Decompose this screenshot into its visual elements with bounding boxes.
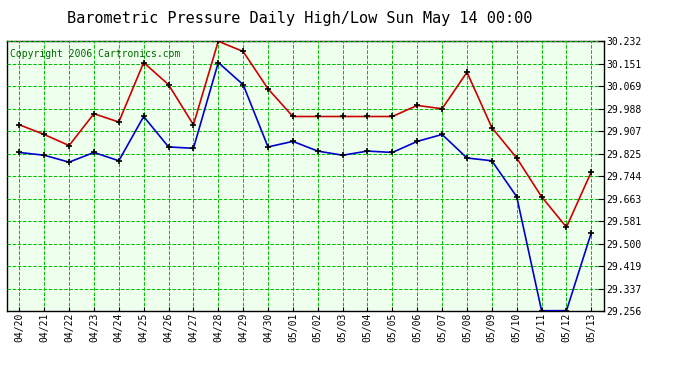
Text: Barometric Pressure Daily High/Low Sun May 14 00:00: Barometric Pressure Daily High/Low Sun M…	[68, 11, 533, 26]
Text: Copyright 2006 Cartronics.com: Copyright 2006 Cartronics.com	[10, 50, 180, 59]
